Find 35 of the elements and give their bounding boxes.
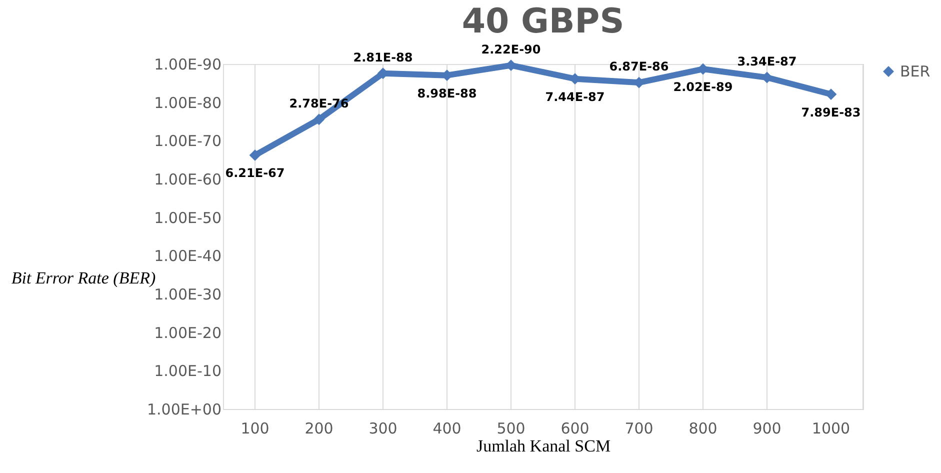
data-label: 3.34E-87 (737, 54, 797, 69)
y-tick-label: 1.00E-80 (154, 94, 222, 112)
y-tick-label: 1.00E-60 (154, 170, 222, 188)
y-axis-title: Bit Error Rate (BER) (11, 268, 156, 288)
x-tick-label: 200 (304, 420, 334, 438)
x-tick-label: 600 (560, 420, 590, 438)
y-tick-label: 1.00E+00 (146, 400, 222, 418)
data-label: 6.87E-86 (609, 60, 669, 74)
point (313, 114, 325, 126)
y-tick-label: 1.00E-90 (154, 56, 222, 74)
data-label: 6.21E-67 (225, 166, 285, 180)
data-label: 7.44E-87 (545, 90, 605, 104)
y-tick-label: 1.00E-70 (154, 132, 222, 150)
y-tick-label: 1.00E-30 (154, 286, 222, 304)
x-axis-title: Jumlah Kanal SCM (476, 436, 611, 456)
y-tick-label: 1.00E-20 (154, 324, 222, 342)
data-label: 7.89E-83 (801, 105, 861, 120)
y-tick-label: 1.00E-50 (154, 208, 222, 227)
y-tick-label: 1.00E-40 (154, 247, 222, 266)
chart-title: 40 GBPS (462, 1, 624, 42)
point (249, 150, 261, 161)
x-tick-label: 700 (624, 420, 654, 438)
legend-label: BER (900, 62, 930, 80)
data-label: 2.02E-89 (673, 80, 733, 94)
x-tick-label: 100 (240, 420, 270, 438)
data-label: 2.81E-88 (353, 50, 413, 64)
data-label: 2.22E-90 (481, 42, 541, 56)
data-label: 8.98E-88 (417, 86, 477, 100)
x-tick-label: 400 (432, 420, 462, 438)
x-tick-label: 300 (368, 420, 398, 438)
x-tick-label: 800 (688, 420, 718, 438)
x-tick-label: 1000 (812, 420, 850, 438)
x-tick-label: 500 (496, 420, 526, 438)
x-tick-label: 900 (752, 420, 782, 438)
y-tick-label: 1.00E-10 (154, 362, 222, 380)
